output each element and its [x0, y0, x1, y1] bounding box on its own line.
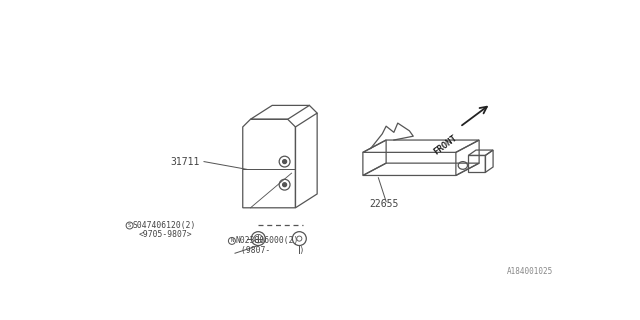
Text: (9807-      ): (9807- ) — [241, 246, 305, 255]
Text: N: N — [230, 238, 234, 244]
Circle shape — [283, 160, 287, 164]
Text: <9705-9807>: <9705-9807> — [139, 230, 193, 239]
Text: N023806000(2): N023806000(2) — [235, 236, 298, 245]
Text: S047406120(2): S047406120(2) — [132, 221, 196, 230]
Text: 31711: 31711 — [171, 156, 200, 167]
Text: FRONT: FRONT — [432, 133, 459, 156]
Text: 22655: 22655 — [369, 199, 399, 209]
Text: S: S — [128, 223, 131, 228]
Circle shape — [283, 183, 287, 187]
Text: A184001025: A184001025 — [506, 267, 553, 276]
